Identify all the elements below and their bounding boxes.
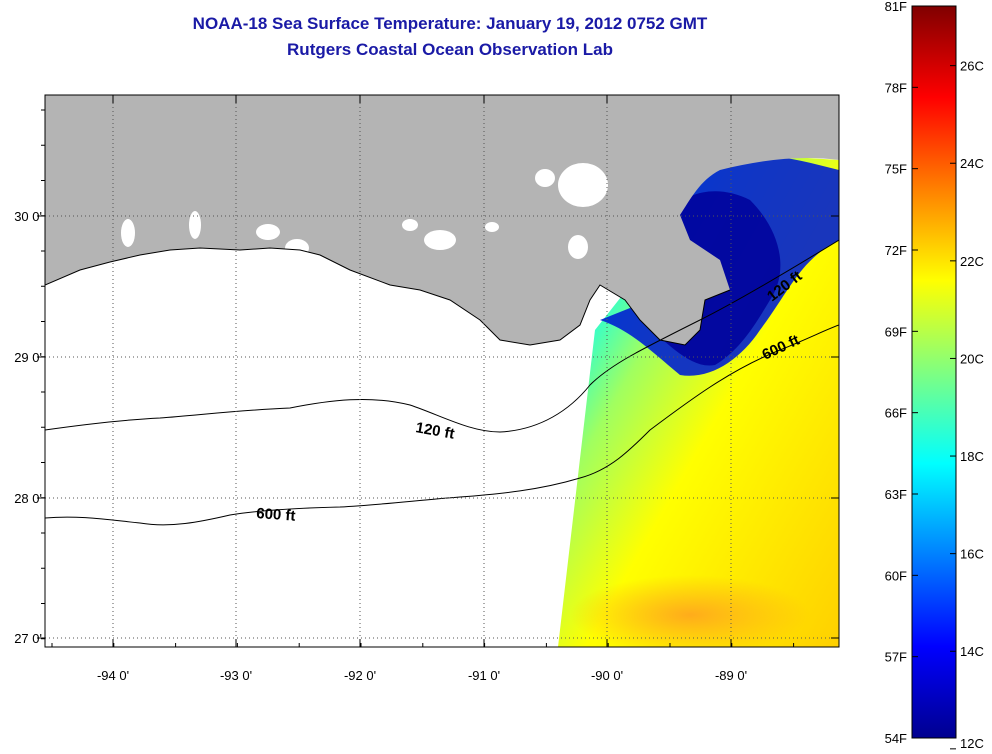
lake [424,230,456,250]
chart-title: NOAA-18 Sea Surface Temperature: January… [192,14,708,33]
x-tick-label: -94 0' [97,668,129,683]
colorbar-label-c: 16C [960,547,984,562]
lake [485,222,499,232]
grid-lines [45,95,839,647]
map-frame [44,94,840,648]
y-tick-label: 30 0' [14,209,42,224]
colorbar-label-f: 69F [885,324,907,339]
y-tick-label: 28 0' [14,491,42,506]
lake [189,211,201,239]
y-tick-label: 29 0' [14,350,42,365]
colorbar-label-f: 81F [885,0,907,14]
lake [121,219,135,247]
map-area [45,95,839,647]
colorbar-label-f: 54F [885,731,907,746]
colorbar-label-c: 26C [960,59,984,74]
lake [535,169,555,187]
contour-120ft-west [45,239,839,433]
colorbar-label-c: 14C [960,644,984,659]
contour-label: 120 ft [414,419,456,443]
lake [256,224,280,240]
x-tick-label: -91 0' [468,668,500,683]
contour-600ft-west [45,324,839,526]
colorbar-label-f: 60F [885,568,907,583]
colorbar-label-f: 63F [885,487,907,502]
colorbar-label-f: 75F [885,162,907,177]
chart-subtitle: Rutgers Coastal Ocean Observation Lab [287,40,613,59]
contour-label: 600 ft [256,505,296,525]
colorbar-label-f: 57F [885,650,907,665]
warm-patch [570,575,810,647]
colorbar [911,5,957,739]
lake [568,235,588,259]
colorbar-label-c: 22C [960,254,984,269]
colorbar-label-c: 24C [960,156,984,171]
lake [402,219,418,231]
axes: -94 0' -93 0' -92 0' -91 0' -90 0' -89 0' 30 0… [14,95,839,683]
y-tick-label: 27 0' [14,631,42,646]
x-tick-label: -92 0' [344,668,376,683]
colorbar-label-f: 78F [885,80,907,95]
land-mass [45,95,839,345]
coastline [45,247,731,346]
x-tick-label: -89 0' [715,668,747,683]
x-tick-label: -93 0' [220,668,252,683]
lake [285,239,309,257]
lake [558,163,608,207]
colorbar-label-f: 66F [885,406,907,421]
colorbar-label-c: 20C [960,351,984,366]
colorbar-label-c: 18C [960,449,984,464]
x-tick-label: -90 0' [591,668,623,683]
colorbar-label-f: 72F [885,243,907,258]
colorbar-labels: 81F 78F 75F 72F 69F 66F 63F 60F 57F 54F 26C 24C 22C 2… [885,0,984,751]
colorbar-label-c: 12C [960,736,984,751]
